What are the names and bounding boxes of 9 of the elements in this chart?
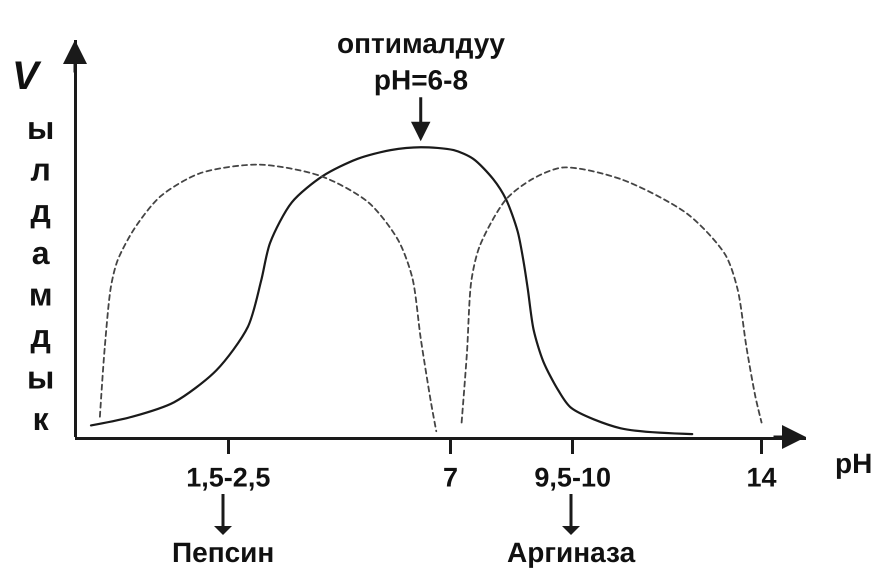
x-tick-label: 9,5-10 [534,462,611,492]
text: Пепсин [172,537,274,568]
x-tick-label: 14 [746,462,777,492]
x-axis-title: pH [835,448,872,479]
x-tick-label: 7 [442,462,458,492]
text: Vылдамдык [12,54,54,438]
x-tick-label: 1,5-2,5 [186,462,270,492]
annotation: оптималдуу pH=6-8 [337,28,506,96]
text: Аргиназа [507,537,636,568]
